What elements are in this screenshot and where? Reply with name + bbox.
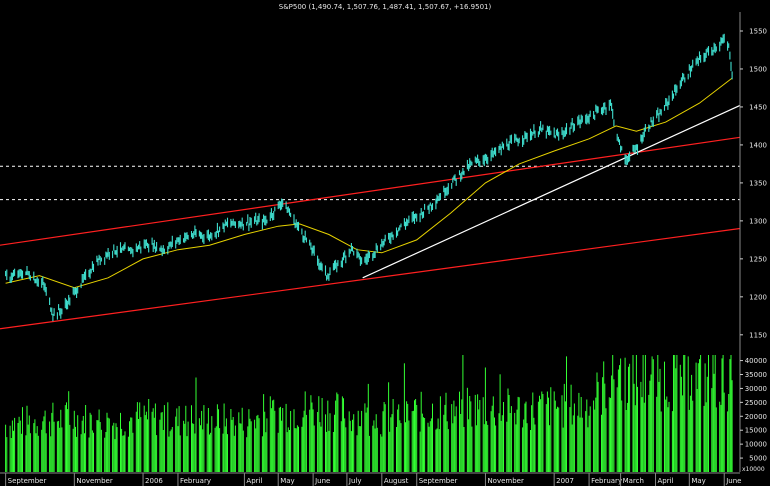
month-label: November bbox=[76, 477, 113, 485]
month-label: September bbox=[8, 477, 47, 485]
month-label: 2006 bbox=[145, 477, 163, 485]
month-label: November bbox=[487, 477, 524, 485]
month-label: April bbox=[658, 477, 674, 485]
volume-tick-label: 20000 bbox=[745, 413, 767, 421]
price-tick-label: 1150 bbox=[749, 331, 767, 339]
price-series bbox=[5, 33, 733, 322]
price-tick-label: 1200 bbox=[749, 293, 767, 301]
price-tick-label: 1400 bbox=[749, 141, 767, 149]
volume-tick-label: 30000 bbox=[745, 385, 767, 393]
volume-tick-label: 15000 bbox=[745, 427, 767, 435]
volume-tick-label: 25000 bbox=[745, 399, 767, 407]
month-label: February bbox=[180, 477, 211, 485]
month-label: June bbox=[725, 477, 741, 485]
trend-line bbox=[0, 227, 741, 330]
month-label: July bbox=[348, 477, 362, 485]
trend-line bbox=[362, 104, 741, 279]
axes: 1550 1500 1450 1400 1350 1300 1250 1200 1150 4000… bbox=[0, 12, 767, 486]
volume-unit-label: x10000 bbox=[742, 466, 765, 473]
month-label: March bbox=[623, 477, 644, 485]
month-label: August bbox=[384, 477, 409, 485]
volume-tick-label: 35000 bbox=[745, 371, 767, 379]
month-label: September bbox=[419, 477, 458, 485]
month-label: February bbox=[591, 477, 622, 485]
volume-tick-label: 5000 bbox=[749, 455, 767, 463]
month-label: May bbox=[280, 477, 294, 485]
price-tick-label: 1350 bbox=[749, 179, 767, 187]
trend-line bbox=[0, 136, 741, 246]
month-label: April bbox=[246, 477, 262, 485]
month-label: 2007 bbox=[556, 477, 574, 485]
price-tick-label: 1300 bbox=[749, 217, 767, 225]
trend-lines bbox=[0, 104, 741, 330]
moving-average bbox=[5, 77, 733, 289]
price-tick-label: 1550 bbox=[749, 27, 767, 35]
chart-title: S&P500 (1,490.74, 1,507.76, 1,487.41, 1,… bbox=[279, 3, 492, 11]
price-tick-label: 1450 bbox=[749, 103, 767, 111]
price-tick-label: 1250 bbox=[749, 255, 767, 263]
price-tick-label: 1500 bbox=[749, 65, 767, 73]
moving-average-line bbox=[5, 77, 733, 289]
volume-tick-label: 10000 bbox=[745, 441, 767, 449]
month-label: June bbox=[314, 477, 330, 485]
volume-tick-label: 40000 bbox=[745, 357, 767, 365]
volume-bars bbox=[5, 355, 733, 472]
month-label: May bbox=[691, 477, 705, 485]
